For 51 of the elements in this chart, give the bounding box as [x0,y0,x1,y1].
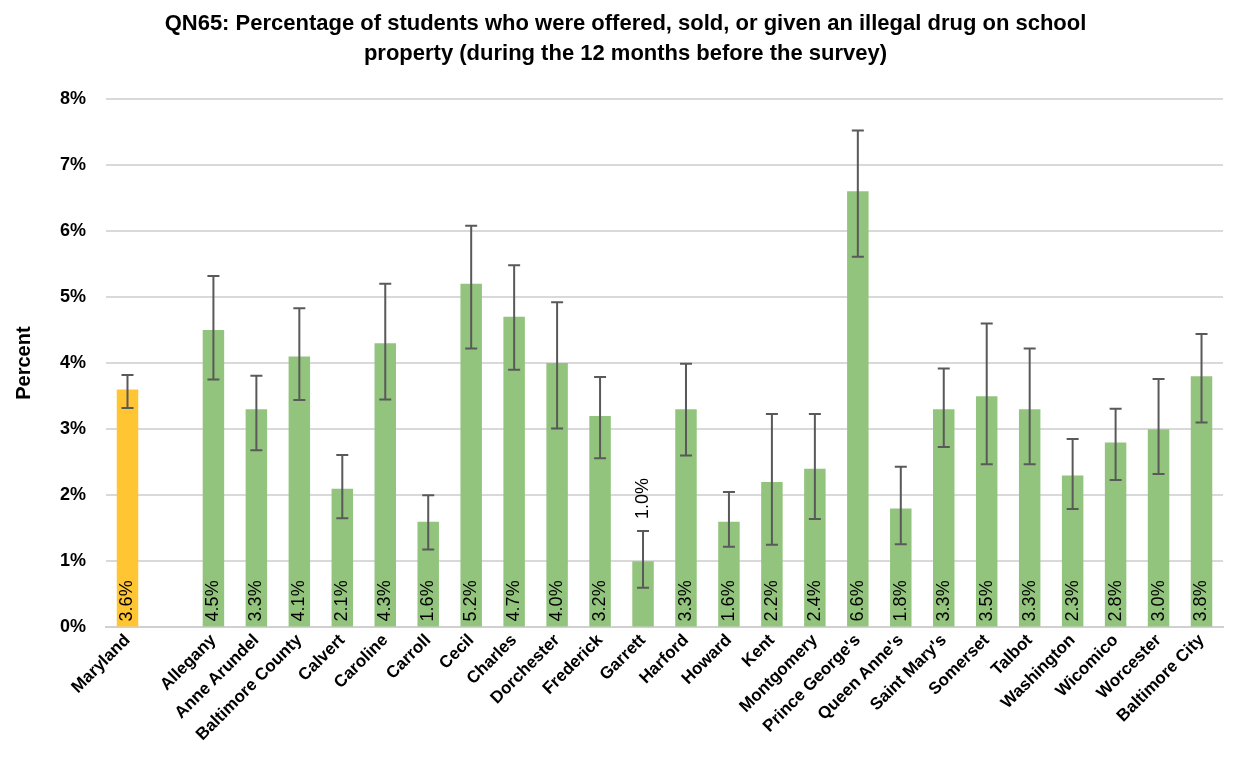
bar [933,409,955,627]
bar [1190,376,1213,627]
bar [632,561,654,627]
bar [589,415,611,627]
y-tick-label: 2% [60,484,87,505]
data-label: 3.3% [674,580,695,622]
data-label: 1.8% [889,580,910,622]
data-label: 3.3% [932,580,953,622]
y-tick-label: 0% [60,616,87,637]
data-label: 2.3% [1061,580,1082,622]
bar [503,316,525,627]
data-label: 1.6% [717,580,738,622]
data-label: 4.7% [503,580,524,622]
bar [374,343,396,627]
data-label: 3.2% [589,580,610,622]
bar [288,356,311,627]
y-axis-title: Percent [11,326,34,400]
bar [245,409,268,627]
data-label: 1.6% [417,580,438,622]
data-label: 5.2% [460,580,481,622]
bar [116,389,139,627]
data-label: 4.5% [202,580,223,622]
data-label: 3.6% [116,580,137,622]
data-label: 3.3% [245,580,266,622]
data-label: 2.4% [803,580,824,622]
bar [847,191,869,627]
bar [460,283,482,627]
data-label: 4.3% [374,580,395,622]
data-label: 3.0% [1147,580,1168,622]
data-label: 3.3% [1018,580,1039,622]
y-tick-label: 8% [60,87,87,108]
bar [675,409,697,627]
y-tick-label: 6% [60,219,87,240]
data-label: 2.1% [331,580,352,622]
data-label: 3.8% [1190,580,1211,622]
bar [804,468,826,627]
data-label: 3.5% [975,580,996,622]
y-tick-label: 4% [60,352,87,373]
y-tick-label: 1% [60,550,87,571]
y-tick-label: 7% [60,153,87,174]
data-label: 2.8% [1104,580,1125,622]
data-label: 1.0% [632,477,652,519]
bar [546,363,568,627]
chart-title: QN65: Percentage of students who were offered, sold, or given an illegal drug on school property (during the 12 months before the survey) [163,9,1088,67]
y-tick-label: 3% [60,418,87,439]
data-label: 4.0% [546,580,567,622]
bar [202,330,225,627]
y-tick-label: 5% [60,285,87,306]
data-label: 2.2% [760,580,781,622]
data-label: 6.6% [846,580,867,622]
data-label: 4.1% [288,580,309,622]
